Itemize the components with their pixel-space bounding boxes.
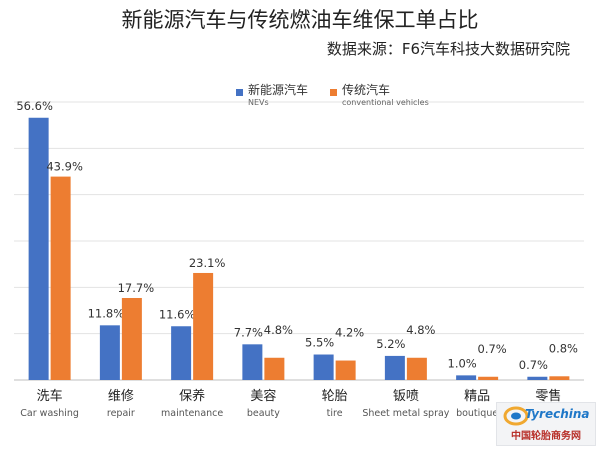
x-tick-label-en-6: boutique bbox=[456, 408, 498, 419]
bar-conventional-6 bbox=[478, 376, 499, 380]
data-label-nevs-7: 0.7% bbox=[519, 358, 548, 372]
watermark-logo-text: Tyrechina bbox=[525, 407, 590, 421]
x-tick-label-en-0: Car washing bbox=[20, 408, 79, 419]
bar-conventional-7 bbox=[549, 376, 570, 380]
legend-item-nevs: 新能源汽车 NEVs bbox=[236, 84, 308, 107]
legend-label-conventional-en: conventional vehicles bbox=[342, 98, 429, 107]
bar-nevs-5 bbox=[384, 355, 405, 380]
x-tick-label-0: 洗车 bbox=[37, 388, 63, 404]
x-tick-label-7: 零售 bbox=[535, 388, 561, 404]
chart-subtitle: 数据来源：F6汽车科技大数据研究院 bbox=[326, 40, 570, 58]
watermark-site-name: 中国轮胎商务网 bbox=[511, 431, 581, 442]
legend-label-nevs: 新能源汽车 bbox=[248, 83, 309, 97]
bar-nevs-3 bbox=[242, 344, 263, 380]
x-tick-label-en-3: beauty bbox=[247, 408, 280, 419]
x-tick-label-4: 轮胎 bbox=[322, 389, 348, 404]
bar-nevs-7 bbox=[527, 376, 548, 380]
legend-swatch-conventional bbox=[330, 89, 338, 96]
legend-label-nevs-en: NEVs bbox=[248, 98, 269, 107]
legend-item-conventional: 传统汽车 conventional vehicles bbox=[330, 84, 429, 107]
bar-conventional-1 bbox=[121, 297, 142, 380]
data-label-nevs-1: 11.8% bbox=[88, 306, 125, 320]
legend: 新能源汽车 NEVs 传统汽车 conventional vehicles bbox=[236, 84, 429, 107]
watermark: Tyrechina 中国轮胎商务网 bbox=[496, 402, 596, 446]
data-label-conventional-4: 4.2% bbox=[335, 326, 364, 340]
x-tick-label-2: 保养 bbox=[179, 388, 205, 404]
data-label-conventional-0: 43.9% bbox=[46, 160, 83, 174]
data-label-conventional-3: 4.8% bbox=[264, 323, 293, 337]
data-label-nevs-6: 1.0% bbox=[448, 356, 477, 370]
data-label-conventional-5: 4.8% bbox=[406, 323, 435, 337]
bar-conventional-3 bbox=[264, 357, 285, 380]
bar-nevs-1 bbox=[99, 325, 120, 380]
legend-label-conventional: 传统汽车 bbox=[342, 83, 391, 97]
data-label-conventional-6: 0.7% bbox=[478, 342, 507, 356]
data-label-conventional-2: 23.1% bbox=[189, 256, 226, 270]
bar-conventional-2 bbox=[193, 272, 214, 380]
bar-conventional-0 bbox=[50, 176, 71, 380]
legend-swatch-nevs bbox=[236, 89, 243, 96]
bar-conventional-4 bbox=[335, 360, 356, 380]
x-tick-label-6: 精品 bbox=[464, 389, 490, 404]
bar-nevs-6 bbox=[456, 375, 477, 380]
x-tick-label-en-5: Sheet metal spray bbox=[362, 408, 449, 419]
bar-conventional-5 bbox=[406, 357, 427, 380]
x-tick-label-en-4: tire bbox=[327, 408, 343, 419]
bar-nevs-4 bbox=[313, 354, 334, 380]
data-label-conventional-1: 17.7% bbox=[118, 281, 155, 295]
data-label-conventional-7: 0.8% bbox=[549, 341, 578, 355]
data-label-nevs-3: 7.7% bbox=[234, 325, 263, 339]
tire-logo-icon bbox=[503, 406, 529, 426]
data-label-nevs-0: 56.6% bbox=[16, 99, 53, 113]
bar-nevs-2 bbox=[171, 326, 192, 380]
x-tick-label-1: 维修 bbox=[108, 389, 134, 404]
bar-nevs-0 bbox=[28, 117, 49, 381]
data-label-nevs-5: 5.2% bbox=[376, 337, 405, 351]
chart-title: 新能源汽车与传统燃油车维保工单占比 bbox=[121, 8, 479, 32]
x-tick-label-5: 钣喷 bbox=[393, 389, 419, 404]
data-label-nevs-2: 11.6% bbox=[159, 307, 196, 321]
x-tick-label-en-1: repair bbox=[107, 408, 135, 419]
x-tick-label-3: 美容 bbox=[250, 388, 276, 404]
data-label-nevs-4: 5.5% bbox=[305, 336, 334, 350]
x-tick-label-en-2: maintenance bbox=[161, 408, 223, 419]
